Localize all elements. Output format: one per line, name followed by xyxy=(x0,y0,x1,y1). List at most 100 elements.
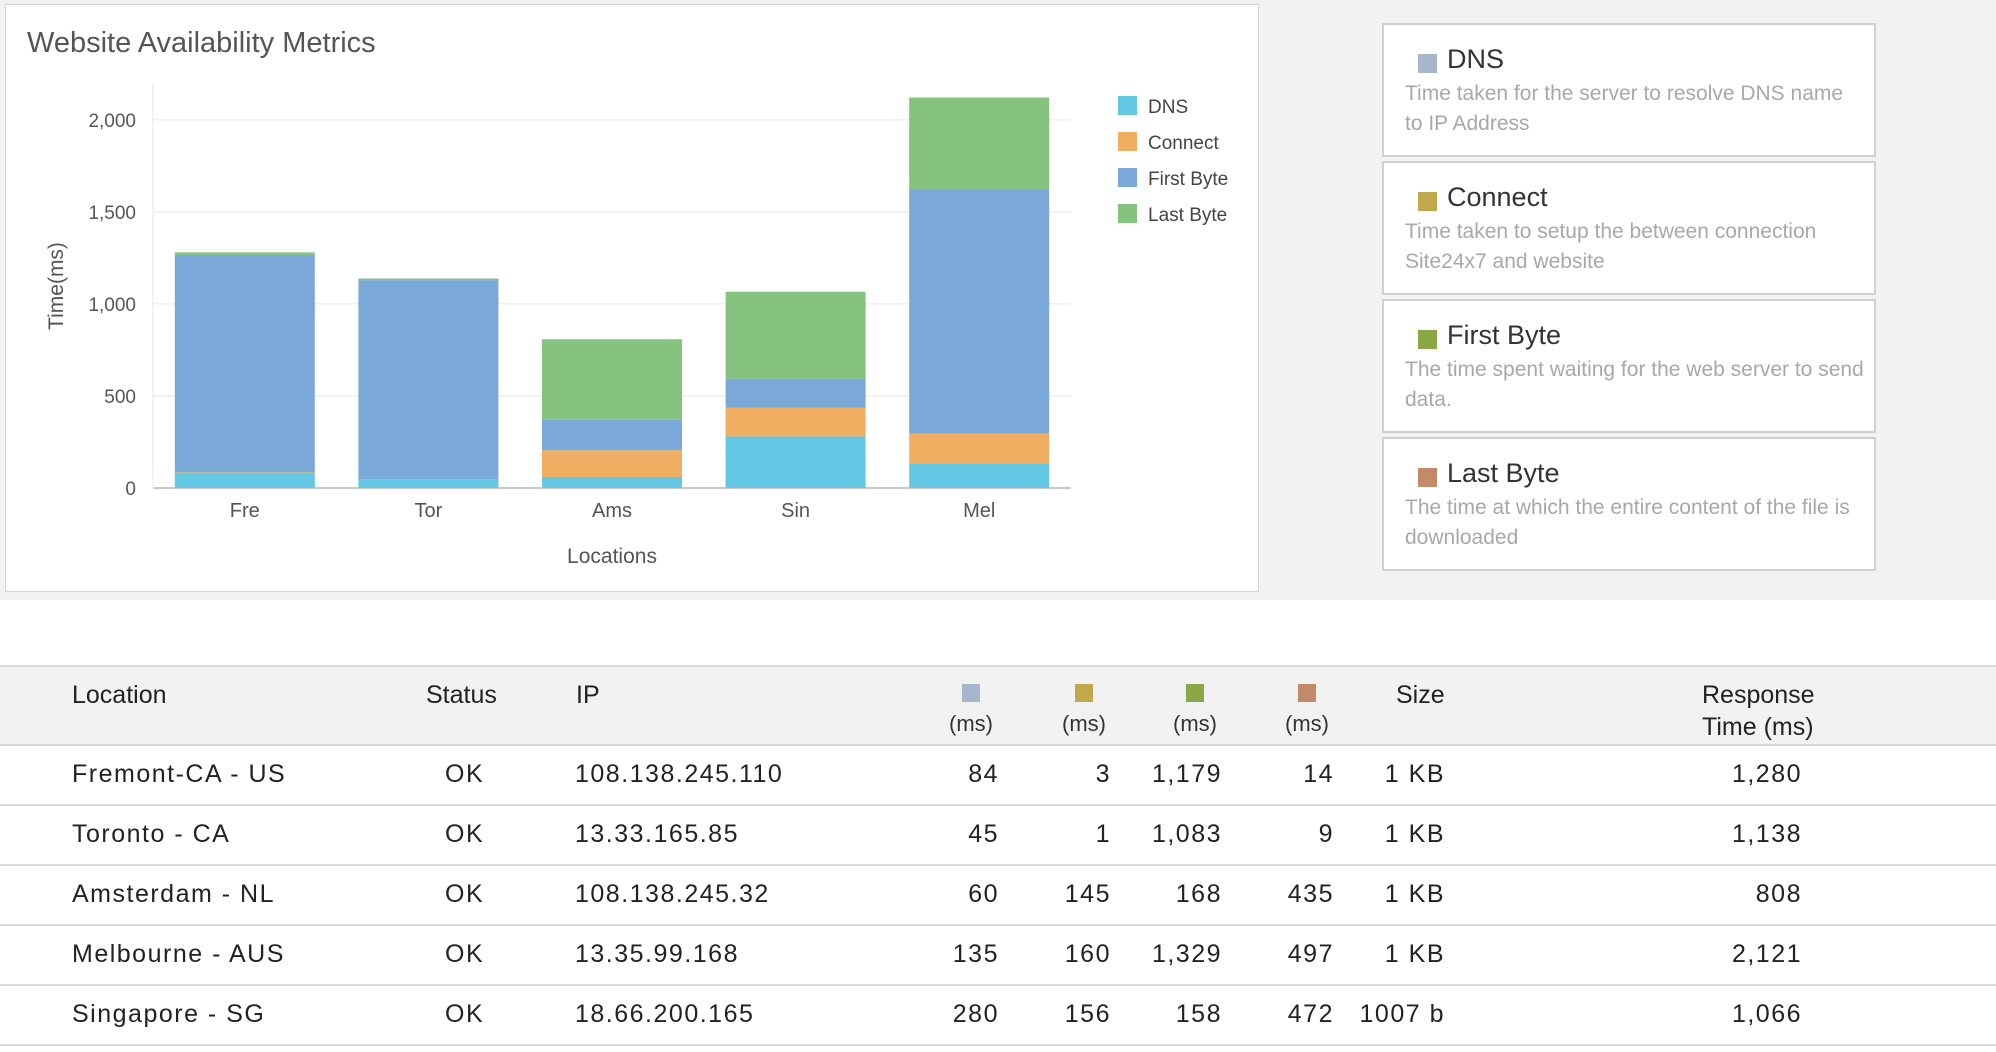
legend-card-title: Connect xyxy=(1447,182,1548,212)
last-byte-column-swatch-icon xyxy=(1298,684,1316,702)
bar-segment-last-byte xyxy=(725,291,866,379)
table-row[interactable]: Melbourne - AUS OK 13.35.99.168 135 160 … xyxy=(0,926,1996,986)
cell-connect: 160 xyxy=(1064,940,1111,968)
bar-segment-dns xyxy=(542,476,682,488)
legend-card-description: The time spent waiting for the web serve… xyxy=(1405,358,1864,411)
cell-size: 1 KB xyxy=(1384,760,1445,788)
table-header: Location Status IP (ms) (ms) (ms) (ms) S… xyxy=(0,665,1996,746)
connect-column-swatch-icon xyxy=(1075,684,1093,702)
legend-swatch xyxy=(1118,168,1137,187)
y-tick-label: 0 xyxy=(125,479,136,500)
legend-swatch xyxy=(1118,96,1137,115)
bar-segment-first-byte xyxy=(725,378,866,408)
bar-segment-connect xyxy=(174,471,315,473)
table-row[interactable]: Amsterdam - NL OK 108.138.245.32 60 145 … xyxy=(0,866,1996,926)
column-header-response-time-unit[interactable]: Time (ms) xyxy=(1702,713,1814,741)
cell-last-byte: 435 xyxy=(1287,880,1334,908)
cell-response-time: 1,280 xyxy=(1731,760,1802,788)
cell-first-byte: 168 xyxy=(1175,880,1222,908)
bar-segment-connect xyxy=(909,433,1050,464)
cell-dns: 280 xyxy=(952,1000,999,1028)
cell-last-byte: 14 xyxy=(1303,760,1334,788)
column-header-size[interactable]: Size xyxy=(1396,681,1445,709)
x-tick-label: Tor xyxy=(415,500,443,522)
legend-card-description: Time taken for the server to resolve DNS… xyxy=(1405,82,1844,135)
cell-status: OK xyxy=(445,760,485,788)
cell-dns: 60 xyxy=(968,880,999,908)
cell-status: OK xyxy=(445,820,485,848)
cell-ip: 108.138.245.32 xyxy=(575,880,770,908)
x-axis-label: Locations xyxy=(567,545,657,568)
cell-dns: 45 xyxy=(968,820,999,848)
column-header-first-byte-unit[interactable]: (ms) xyxy=(1173,711,1217,736)
x-tick-label: Sin xyxy=(781,500,810,522)
cell-location: Singapore - SG xyxy=(72,1000,266,1028)
legend-card-description: The time at which the entire content of … xyxy=(1405,496,1850,549)
table-row[interactable]: Fremont-CA - US OK 108.138.245.110 84 3 … xyxy=(0,746,1996,806)
cell-response-time: 1,066 xyxy=(1731,1000,1802,1028)
cell-connect: 1 xyxy=(1095,820,1111,848)
legend-label: DNS xyxy=(1148,97,1188,118)
cell-dns: 84 xyxy=(968,760,999,788)
column-header-dns-unit[interactable]: (ms) xyxy=(949,711,993,736)
last-byte-swatch-icon xyxy=(1418,468,1437,487)
cell-location: Fremont-CA - US xyxy=(72,760,287,788)
y-tick-label: 500 xyxy=(104,387,136,408)
legend-card-title: First Byte xyxy=(1447,320,1562,350)
legend-card-description: Time taken to setup the between connecti… xyxy=(1405,220,1817,273)
first-byte-swatch-icon xyxy=(1418,330,1437,349)
cell-ip: 108.138.245.110 xyxy=(575,760,784,788)
chart-panel: Website Availability Metrics 0 500 1,000 1,… xyxy=(5,4,1259,592)
cell-status: OK xyxy=(445,880,485,908)
bar-segment-dns xyxy=(174,472,315,488)
chart-title: Website Availability Metrics xyxy=(27,27,376,59)
bar-segment-dns xyxy=(358,479,499,488)
x-tick-label: Fre xyxy=(230,500,260,522)
availability-table: Location Status IP (ms) (ms) (ms) (ms) S… xyxy=(0,665,1996,1052)
table-row[interactable]: Toronto - CA OK 13.33.165.85 45 1 1,083 … xyxy=(0,806,1996,866)
cell-ip: 13.33.165.85 xyxy=(575,820,739,848)
column-header-last-byte-unit[interactable]: (ms) xyxy=(1285,711,1329,736)
y-tick-label: 1,000 xyxy=(88,295,136,316)
cell-ip: 13.35.99.168 xyxy=(575,940,739,968)
column-header-location[interactable]: Location xyxy=(72,681,167,709)
cell-size: 1 KB xyxy=(1384,820,1445,848)
cell-first-byte: 158 xyxy=(1175,1000,1222,1028)
cell-response-time: 2,121 xyxy=(1731,940,1802,968)
x-tick-label: Mel xyxy=(963,500,995,522)
bar-segment-first-byte xyxy=(358,280,499,480)
cell-status: OK xyxy=(445,940,485,968)
y-tick-label: 1,500 xyxy=(88,203,136,224)
column-header-ip[interactable]: IP xyxy=(576,681,600,709)
cell-status: OK xyxy=(445,1000,485,1028)
legend-card-connect: Connect Time taken to setup the between … xyxy=(1382,161,1876,295)
metric-legend-panel: DNS Time taken for the server to resolve… xyxy=(1382,23,1876,575)
bar-segment-last-byte xyxy=(358,278,499,281)
cell-size: 1 KB xyxy=(1384,880,1445,908)
bar-segment-dns xyxy=(725,436,866,488)
column-header-connect-unit[interactable]: (ms) xyxy=(1062,711,1106,736)
column-header-status[interactable]: Status xyxy=(426,681,497,709)
legend-label: Last Byte xyxy=(1148,205,1227,226)
cell-first-byte: 1,179 xyxy=(1151,760,1222,788)
bar-segment-last-byte xyxy=(909,97,1050,190)
legend-swatch xyxy=(1118,132,1137,151)
first-byte-column-swatch-icon xyxy=(1186,684,1204,702)
bar-segment-first-byte xyxy=(542,419,682,451)
x-tick-label: Ams xyxy=(592,500,632,522)
dns-swatch-icon xyxy=(1418,54,1437,73)
cell-first-byte: 1,329 xyxy=(1151,940,1222,968)
table-row[interactable]: Singapore - SG OK 18.66.200.165 280 156 … xyxy=(0,986,1996,1046)
cell-size: 1007 b xyxy=(1359,1000,1445,1028)
cell-response-time: 808 xyxy=(1755,880,1802,908)
bar-segment-first-byte xyxy=(909,189,1050,434)
section-spacer xyxy=(0,600,1996,665)
cell-last-byte: 9 xyxy=(1318,820,1334,848)
cell-connect: 3 xyxy=(1095,760,1111,788)
y-axis-label: Time(ms) xyxy=(45,242,68,330)
cell-first-byte: 1,083 xyxy=(1151,820,1222,848)
legend-card-title: DNS xyxy=(1447,44,1505,74)
cell-ip: 18.66.200.165 xyxy=(575,1000,755,1028)
column-header-response-time[interactable]: Response xyxy=(1702,681,1815,709)
bar-segment-last-byte xyxy=(542,339,682,420)
